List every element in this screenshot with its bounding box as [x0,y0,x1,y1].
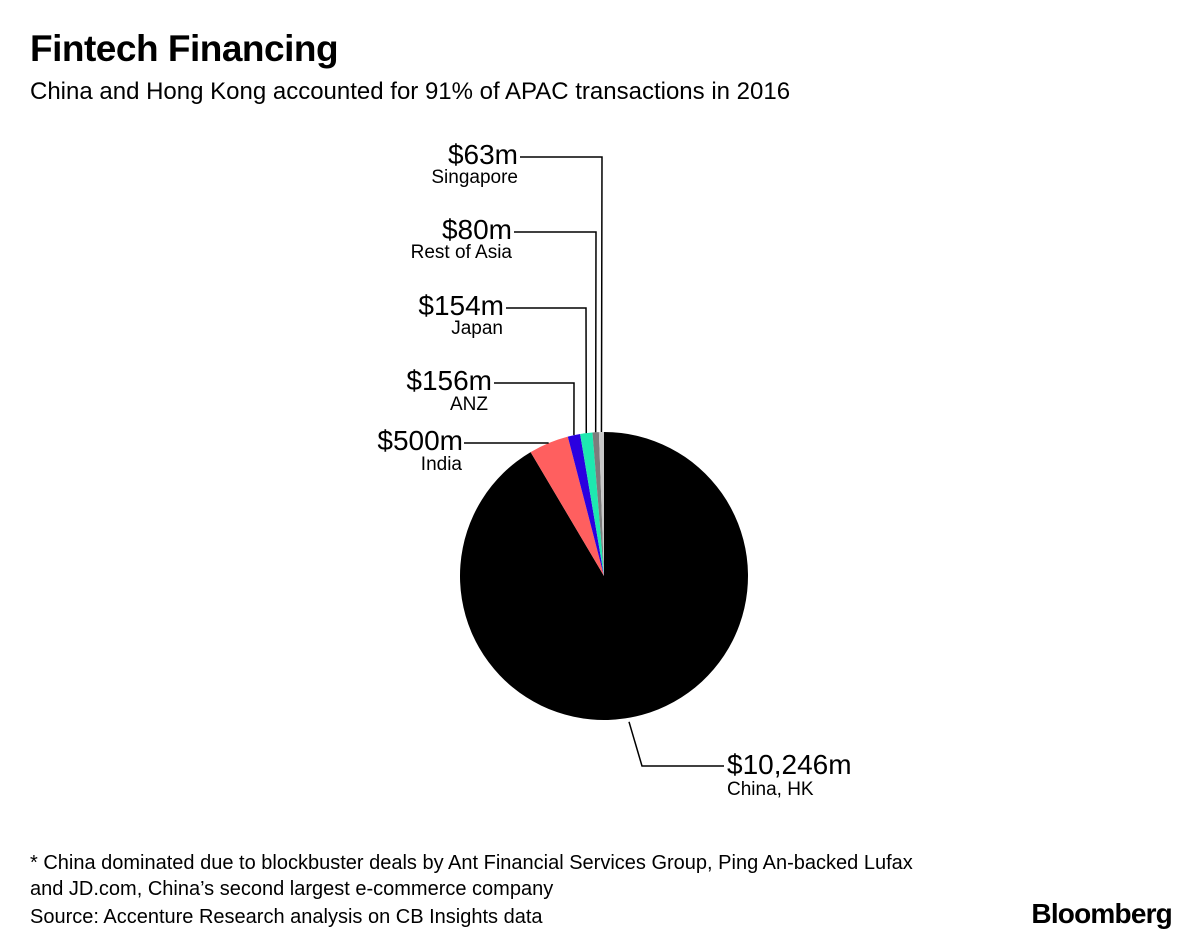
source-note: Source: Accenture Research analysis on C… [30,906,543,928]
pie-slices [459,432,748,720]
leader-line-japan [506,307,588,434]
chart-subtitle: China and Hong Kong accounted for 91% of… [30,78,791,105]
leader-lines [463,156,724,767]
value-label-rest-of-asia: $80m [442,214,512,245]
name-label-anz: ANZ [450,394,488,415]
pie-slice-anz [567,433,604,576]
name-label-rest-of-asia: Rest of Asia [411,242,513,263]
leader-line-china-hk [628,721,724,767]
value-label-china-hk: $10,246m [727,749,852,780]
name-label-singapore: Singapore [431,167,518,188]
value-label-india: $500m [377,425,463,456]
value-label-singapore: $63m [448,139,518,170]
value-label-anz: $156m [406,365,492,396]
leader-line-anz [494,382,575,436]
name-label-china-hk: China, HK [727,779,814,800]
pie-slice-japan [580,432,604,576]
leader-line-rest-of-asia [514,231,597,433]
pie-slice-singapore [598,432,604,576]
value-label-japan: $154m [418,290,504,321]
pie-slice-rest-of-asia [592,432,604,576]
pie-slice-china-hk [459,432,748,720]
pie-slice-india [530,436,604,576]
footnote: * China dominated due to blockbuster dea… [30,852,913,900]
leader-line-singapore [520,156,603,433]
name-label-japan: Japan [451,318,503,339]
bloomberg-logo: Bloomberg [1031,898,1172,929]
chart-title: Fintech Financing [30,28,339,69]
name-label-india: India [421,454,463,475]
